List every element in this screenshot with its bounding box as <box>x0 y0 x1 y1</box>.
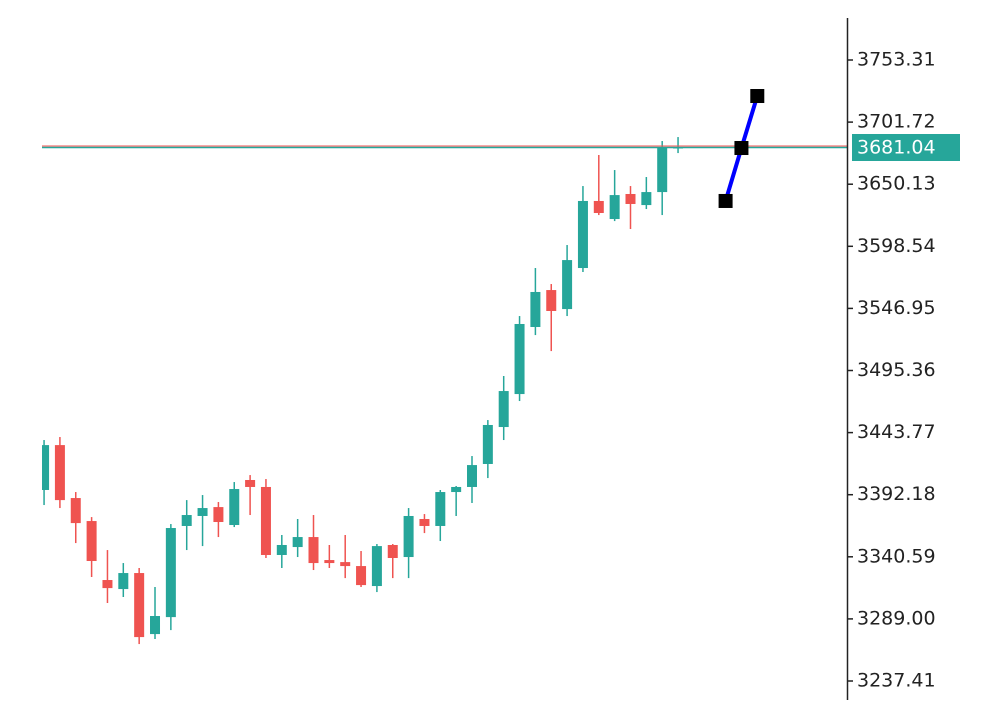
y-tick-label: 3237.41 <box>857 670 936 692</box>
candle-body <box>213 507 224 523</box>
y-tick-label: 3340.59 <box>857 545 936 567</box>
candle-body <box>229 489 240 526</box>
candle-body <box>308 537 319 564</box>
candle-body <box>197 508 208 516</box>
candle-body <box>181 515 192 526</box>
candle-body <box>356 566 367 586</box>
price-label-box <box>852 133 960 161</box>
y-tick-label: 3753.31 <box>857 49 936 71</box>
candle-body <box>54 445 65 501</box>
trend-point <box>734 141 749 156</box>
candle-body <box>546 290 557 311</box>
candle-body <box>134 573 145 638</box>
candle-body <box>260 486 271 555</box>
candle-body <box>387 544 398 558</box>
y-tick-label: 3650.13 <box>857 173 936 195</box>
candle-body <box>42 445 50 490</box>
y-tick-label: 3701.72 <box>857 111 936 133</box>
candle-body <box>419 518 430 526</box>
candle-body <box>86 521 97 562</box>
candle-body <box>403 515 414 558</box>
candle-body <box>102 580 113 589</box>
candle-body <box>625 193 636 204</box>
candle-body <box>371 546 382 587</box>
candle-body <box>245 479 256 487</box>
candle-body <box>150 616 161 635</box>
candle-body <box>577 200 588 269</box>
candle-body <box>70 498 81 524</box>
candle-body <box>340 562 351 567</box>
candle-body <box>435 492 446 526</box>
candle-body <box>641 192 652 206</box>
candle-body <box>165 528 176 618</box>
y-tick-label: 3546.95 <box>857 297 936 319</box>
candle-body <box>562 260 573 310</box>
candle-body <box>498 391 509 428</box>
y-tick-label: 3392.18 <box>857 483 936 505</box>
candle-body <box>118 573 129 590</box>
y-tick-label: 3443.77 <box>857 421 936 443</box>
candle-body <box>292 537 303 548</box>
candle-body <box>530 291 541 328</box>
candle-body <box>466 465 477 487</box>
price-label: 3681.04 <box>857 136 936 158</box>
y-tick-label: 3495.36 <box>857 359 936 381</box>
candle-body <box>276 544 287 555</box>
candle-body <box>657 148 668 193</box>
y-tick-label: 3598.54 <box>857 235 936 257</box>
candle-body <box>451 486 462 493</box>
candle-body <box>514 323 525 395</box>
candle-body <box>593 200 604 214</box>
trend-point <box>750 89 765 104</box>
candle-body <box>324 560 335 564</box>
y-tick-label: 3289.00 <box>857 607 936 629</box>
trend-point <box>718 193 733 208</box>
candle-body <box>482 424 493 464</box>
plot-area <box>42 137 847 645</box>
candle-body <box>609 195 620 220</box>
